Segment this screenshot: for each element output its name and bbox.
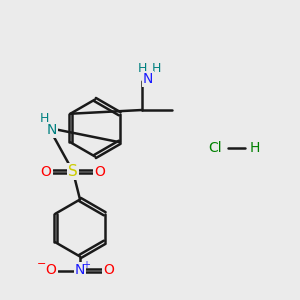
Text: O: O — [94, 164, 105, 178]
Text: N: N — [143, 72, 153, 86]
Text: +: + — [82, 260, 90, 269]
Text: N: N — [47, 123, 57, 137]
Text: H: H — [151, 62, 161, 76]
Text: H: H — [137, 62, 147, 76]
Text: S: S — [68, 164, 78, 179]
Text: N: N — [75, 263, 85, 278]
Text: O: O — [46, 263, 56, 278]
Text: H: H — [250, 141, 260, 155]
Text: O: O — [40, 164, 51, 178]
Text: −: − — [37, 260, 47, 269]
Text: H: H — [39, 112, 49, 124]
Text: O: O — [103, 263, 114, 278]
Text: Cl: Cl — [208, 141, 222, 155]
